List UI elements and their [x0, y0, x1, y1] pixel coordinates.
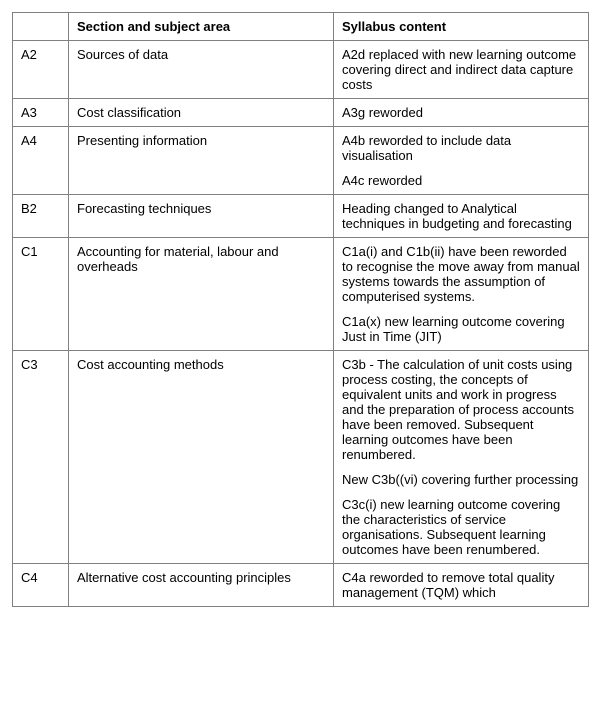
- cell-content: C3b - The calculation of unit costs usin…: [334, 351, 589, 564]
- cell-content: A3g reworded: [334, 99, 589, 127]
- cell-code: A3: [13, 99, 69, 127]
- table-row: B2Forecasting techniques Heading changed …: [13, 195, 589, 238]
- content-paragraph: C4a reworded to remove total quality man…: [342, 570, 580, 600]
- content-paragraph: A2d replaced with new learning outcome c…: [342, 47, 580, 92]
- table-row: A2Sources of dataA2d replaced with new l…: [13, 41, 589, 99]
- cell-section: Accounting for material, labour and over…: [69, 238, 334, 351]
- cell-content: C4a reworded to remove total quality man…: [334, 564, 589, 607]
- cell-code: C1: [13, 238, 69, 351]
- content-paragraph: C3c(i) new learning outcome covering the…: [342, 497, 580, 557]
- table-row: C1Accounting for material, labour and ov…: [13, 238, 589, 351]
- content-paragraph: C1a(x) new learning outcome covering Jus…: [342, 314, 580, 344]
- cell-section: Alternative cost accounting principles: [69, 564, 334, 607]
- cell-content: Heading changed to Analytical techniques…: [334, 195, 589, 238]
- content-paragraph: New C3b((vi) covering further processing: [342, 472, 580, 487]
- content-paragraph: C1a(i) and C1b(ii) have been reworded to…: [342, 244, 580, 304]
- table-row: C4Alternative cost accounting principles…: [13, 564, 589, 607]
- header-content: Syllabus content: [334, 13, 589, 41]
- table-row: C3Cost accounting methodsC3b - The calcu…: [13, 351, 589, 564]
- table-header-row: Section and subject area Syllabus conten…: [13, 13, 589, 41]
- content-paragraph: Heading changed to Analytical techniques…: [342, 201, 580, 231]
- header-section: Section and subject area: [69, 13, 334, 41]
- table-row: A4Presenting information A4b reworded to …: [13, 127, 589, 195]
- cell-content: A2d replaced with new learning outcome c…: [334, 41, 589, 99]
- cell-content: C1a(i) and C1b(ii) have been reworded to…: [334, 238, 589, 351]
- content-paragraph: A4b reworded to include data visualisati…: [342, 133, 580, 163]
- cell-section: Sources of data: [69, 41, 334, 99]
- syllabus-changes-table: Section and subject area Syllabus conten…: [12, 12, 589, 607]
- content-paragraph: A4c reworded: [342, 173, 580, 188]
- cell-section: Cost accounting methods: [69, 351, 334, 564]
- table-row: A3Cost classification A3g reworded: [13, 99, 589, 127]
- cell-section: Forecasting techniques: [69, 195, 334, 238]
- table-body: A2Sources of dataA2d replaced with new l…: [13, 41, 589, 607]
- cell-code: C3: [13, 351, 69, 564]
- content-paragraph: A3g reworded: [342, 105, 580, 120]
- cell-code: A2: [13, 41, 69, 99]
- cell-section: Cost classification: [69, 99, 334, 127]
- cell-code: B2: [13, 195, 69, 238]
- cell-section: Presenting information: [69, 127, 334, 195]
- cell-code: C4: [13, 564, 69, 607]
- cell-content: A4b reworded to include data visualisati…: [334, 127, 589, 195]
- content-paragraph: C3b - The calculation of unit costs usin…: [342, 357, 580, 462]
- cell-code: A4: [13, 127, 69, 195]
- header-code: [13, 13, 69, 41]
